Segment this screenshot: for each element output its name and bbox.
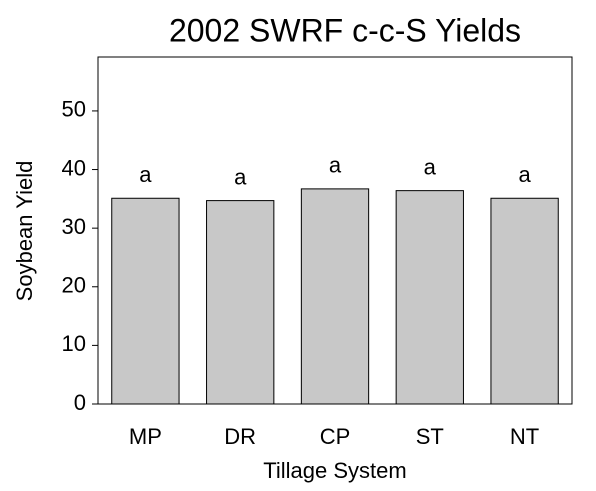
y-tick-label: 50 [62,97,86,122]
x-tick-label: MP [129,424,162,449]
chart-title: 2002 SWRF c-c-S Yields [169,12,521,48]
x-tick-label: NT [510,424,539,449]
annotation: a [139,162,152,187]
annotation: a [234,164,247,189]
y-tick-label: 20 [62,273,86,298]
y-axis-label: Soybean Yield [12,161,37,302]
y-tick-label: 0 [74,390,86,415]
x-tick-label: CP [320,424,351,449]
x-axis-label: Tillage System [263,458,406,483]
x-tick-label: ST [416,424,444,449]
x-tick-label: DR [224,424,256,449]
y-tick-label: 30 [62,214,86,239]
annotation: a [329,153,342,178]
y-tick-label: 10 [62,331,86,356]
annotation: a [518,162,531,187]
bar [111,197,180,405]
bar [206,200,275,405]
annotation: a [424,154,437,179]
bar [490,197,559,405]
bar [300,188,370,405]
y-tick-label: 40 [62,155,86,180]
bar [395,190,464,405]
